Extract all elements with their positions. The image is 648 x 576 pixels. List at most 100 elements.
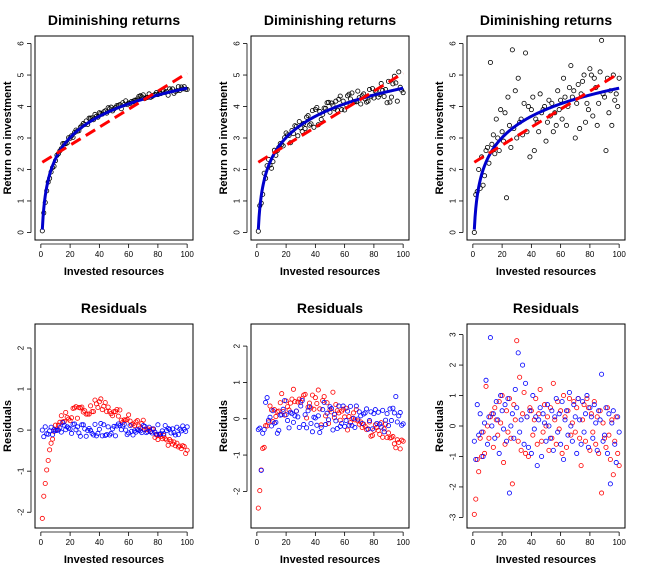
- data-point: [613, 414, 619, 420]
- y-tick-label: -1: [449, 452, 458, 460]
- x-tick-label: 100: [612, 538, 626, 547]
- data-point: [299, 398, 305, 404]
- data-point: [515, 350, 521, 356]
- y-tick-label: 6: [449, 41, 458, 46]
- data-point: [117, 407, 123, 413]
- data-point: [489, 411, 495, 417]
- data-point: [606, 411, 612, 417]
- y-axis: -2 -1 0 1 2: [233, 343, 248, 495]
- data-point: [346, 91, 352, 97]
- data-point: [607, 481, 613, 487]
- data-point: [496, 148, 502, 154]
- data-point: [602, 94, 608, 100]
- data-point: [594, 414, 600, 420]
- y-axis-label: Return on investment: [218, 81, 230, 194]
- data-point: [39, 427, 45, 433]
- data-point: [108, 430, 114, 436]
- data-point: [609, 417, 615, 423]
- y-axis-label: Residuals: [2, 400, 14, 452]
- data-point: [86, 411, 92, 417]
- data-point: [260, 446, 266, 452]
- data-point: [89, 409, 95, 415]
- data-point: [474, 457, 480, 463]
- y-axis: 0 1 2 3 4 5 6: [17, 41, 32, 235]
- plot-frame: [250, 35, 410, 241]
- data-point: [498, 420, 504, 426]
- data-point: [578, 441, 584, 447]
- data-point: [257, 425, 263, 431]
- data-point: [304, 425, 310, 431]
- y-axis: 0 1 2 3 4 5 6: [449, 41, 464, 235]
- data-point: [168, 438, 174, 444]
- data-point: [161, 431, 167, 437]
- data-point: [509, 47, 515, 53]
- y-tick-label: -1: [17, 467, 26, 475]
- data-point: [565, 432, 571, 438]
- data-point: [184, 424, 190, 430]
- data-point: [583, 119, 589, 125]
- data-point: [323, 422, 329, 428]
- data-point: [91, 409, 97, 415]
- data-point: [524, 414, 530, 420]
- data-point: [378, 424, 384, 430]
- data-point: [366, 418, 372, 424]
- data-point: [553, 122, 559, 128]
- data-point: [539, 438, 545, 444]
- data-point: [505, 94, 511, 100]
- data-point: [292, 413, 298, 419]
- x-tick-label: 0: [39, 250, 44, 259]
- data-point: [587, 66, 593, 72]
- data-point: [599, 37, 605, 43]
- data-point: [547, 435, 553, 441]
- data-point: [480, 453, 486, 459]
- panel-title: Diminishing returns: [48, 12, 180, 28]
- data-point: [543, 438, 549, 444]
- data-point: [383, 417, 389, 423]
- data-point: [104, 409, 110, 415]
- data-point: [596, 100, 602, 106]
- data-point: [311, 124, 317, 130]
- data-point: [255, 228, 261, 234]
- data-point: [523, 380, 529, 386]
- data-point: [314, 422, 320, 428]
- data-point: [505, 429, 511, 435]
- data-point: [540, 429, 546, 435]
- data-point: [365, 98, 371, 104]
- linear-fit-line: [257, 71, 404, 164]
- data-point: [525, 444, 531, 450]
- data-point: [47, 447, 53, 453]
- data-point: [52, 428, 58, 434]
- y-tick-label: 2: [233, 343, 242, 348]
- data-point: [133, 419, 139, 425]
- data-point: [384, 411, 390, 417]
- data-point: [484, 441, 490, 447]
- data-point: [340, 406, 346, 412]
- data-point: [581, 402, 587, 408]
- data-point: [39, 515, 45, 521]
- residual-series-1: [471, 338, 622, 517]
- data-point: [276, 427, 282, 433]
- log-fit-line: [40, 86, 188, 230]
- data-point: [312, 395, 318, 401]
- data-point: [339, 107, 345, 113]
- data-point: [568, 63, 574, 69]
- data-point: [72, 421, 78, 427]
- y-tick-label: 0: [233, 230, 242, 235]
- data-point: [356, 409, 362, 415]
- data-point: [506, 122, 512, 128]
- data-point: [390, 405, 396, 411]
- x-tick-label: 60: [556, 538, 565, 547]
- data-point: [597, 408, 603, 414]
- data-point: [67, 418, 73, 424]
- x-tick-label: 60: [124, 538, 133, 547]
- data-point: [499, 393, 505, 399]
- data-point: [544, 414, 550, 420]
- data-point: [536, 417, 542, 423]
- y-tick-label: 3: [17, 135, 26, 140]
- data-point: [531, 148, 537, 154]
- data-point: [345, 408, 351, 414]
- data-point: [366, 87, 372, 93]
- y-tick-label: 4: [17, 104, 26, 109]
- data-point: [549, 408, 555, 414]
